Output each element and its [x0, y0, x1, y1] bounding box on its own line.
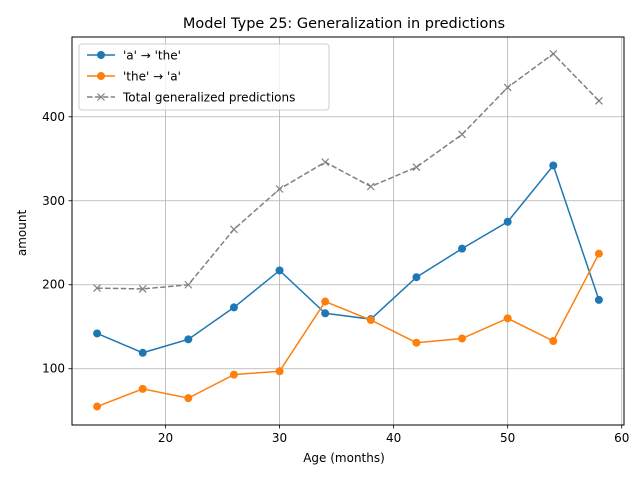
- x-tick-label: 20: [158, 431, 173, 445]
- data-point: [138, 384, 147, 393]
- axis-ticks: 20 30 40 50 60 100 200 300 400: [42, 110, 629, 445]
- x-tick-label: 50: [500, 431, 515, 445]
- legend-label: 'a' → 'the': [123, 49, 181, 63]
- data-point: [458, 130, 466, 139]
- data-point: [458, 244, 467, 253]
- y-tick-label: 200: [42, 278, 65, 292]
- x-tick-label: 40: [386, 431, 401, 445]
- x-marker-stroke: [321, 158, 330, 167]
- data-point: [503, 83, 512, 92]
- x-marker-stroke: [138, 285, 147, 293]
- data-point: [184, 335, 193, 344]
- data-point: [549, 161, 558, 170]
- x-marker-stroke: [97, 93, 105, 101]
- data-point: [366, 316, 375, 325]
- series-line: [96, 253, 600, 408]
- data-point: [366, 182, 375, 191]
- x-marker-stroke: [230, 225, 238, 234]
- data-point: [503, 217, 512, 226]
- data-point: [549, 337, 558, 346]
- series-3: [93, 49, 603, 293]
- x-marker-stroke: [93, 284, 102, 293]
- data-point: [321, 297, 330, 306]
- legend-box: [78, 43, 330, 111]
- data-point: [138, 285, 147, 293]
- y-tick-label: 100: [42, 362, 65, 376]
- x-marker-stroke: [594, 96, 603, 105]
- data-point: [229, 370, 238, 379]
- legend-marker: [97, 93, 105, 101]
- data-point: [594, 96, 603, 105]
- x-marker-stroke: [549, 49, 558, 58]
- x-tick-label: 30: [272, 431, 287, 445]
- x-marker-stroke: [275, 185, 284, 193]
- data-point: [138, 348, 147, 357]
- legend-label: 'the' → 'a': [123, 70, 181, 84]
- data-point: [321, 309, 330, 318]
- data-point: [412, 273, 421, 282]
- data-point: [503, 314, 512, 323]
- y-tick-label: 300: [42, 194, 65, 208]
- legend-marker: [97, 72, 105, 80]
- data-point: [275, 266, 284, 275]
- data-point: [594, 249, 603, 258]
- x-marker-stroke: [503, 83, 512, 92]
- data-point: [412, 338, 421, 347]
- legend-item: 'the' → 'a': [87, 70, 181, 84]
- x-marker-stroke: [458, 130, 466, 139]
- x-tick-label: 60: [614, 431, 629, 445]
- data-point: [184, 280, 193, 289]
- data-point: [321, 158, 330, 167]
- x-marker-stroke: [366, 182, 375, 191]
- y-axis-label: amount: [15, 210, 29, 257]
- chart-title: Model Type 25: Generalization in predict…: [183, 16, 505, 32]
- series-layer: [93, 49, 603, 411]
- legend-marker: [97, 51, 105, 59]
- data-point: [230, 225, 238, 234]
- data-point: [93, 402, 102, 411]
- data-point: [275, 185, 284, 193]
- series-line: [96, 163, 600, 354]
- data-point: [229, 303, 238, 312]
- series-line: [97, 52, 600, 290]
- series-1: [93, 161, 603, 357]
- legend-item: Total generalized predictions: [87, 91, 295, 105]
- data-point: [275, 367, 284, 376]
- data-point: [93, 284, 102, 293]
- x-axis-label: Age (months): [303, 451, 385, 465]
- series-2: [93, 249, 603, 411]
- data-point: [93, 329, 102, 338]
- data-point: [594, 295, 603, 304]
- x-marker-stroke: [412, 163, 421, 172]
- data-point: [549, 49, 558, 58]
- data-point: [458, 334, 467, 343]
- legend: 'a' → 'the' 'the' → 'a' Total generalized …: [78, 43, 330, 111]
- data-point: [184, 394, 193, 403]
- x-marker-stroke: [184, 280, 193, 289]
- y-tick-label: 400: [42, 110, 65, 124]
- plot-frame: [71, 36, 625, 426]
- legend-label: Total generalized predictions: [122, 91, 295, 105]
- legend-item: 'a' → 'the': [87, 49, 181, 63]
- data-point: [412, 163, 421, 172]
